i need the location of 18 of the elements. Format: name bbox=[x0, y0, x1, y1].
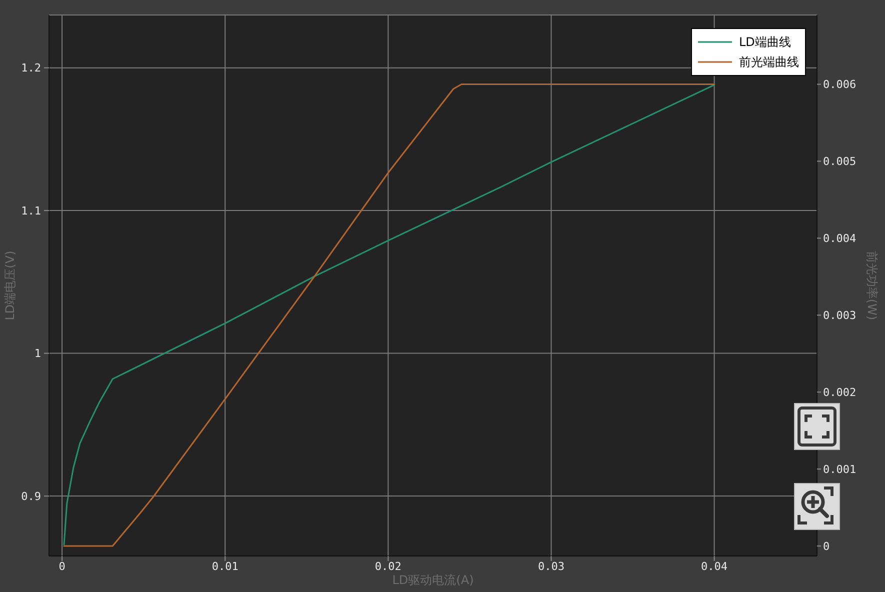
x-tick-label: 0.04 bbox=[701, 560, 728, 573]
y2-tick-label: 0 bbox=[823, 540, 830, 553]
legend-label: LD端曲线 bbox=[739, 34, 791, 50]
y2-tick-label: 0.006 bbox=[823, 78, 856, 92]
legend-label: 前光端曲线 bbox=[739, 54, 799, 70]
y2-tick-label: 0.004 bbox=[823, 232, 856, 246]
y-tick-label: 1.2 bbox=[21, 62, 41, 75]
y2-tick-label: 0.002 bbox=[823, 386, 856, 399]
y2-tick-label: 0.005 bbox=[823, 155, 856, 168]
y-tick-label: 1.1 bbox=[21, 204, 41, 218]
y-tick-label: 1 bbox=[34, 347, 41, 360]
x-tick-label: 0.03 bbox=[538, 560, 564, 573]
x-tick-label: 0 bbox=[58, 560, 66, 573]
y2-tick-label: 0.003 bbox=[823, 309, 856, 322]
y2-tick-label: 0.001 bbox=[823, 462, 856, 476]
x-tick-label: 0.01 bbox=[212, 560, 238, 573]
x-tick-label: 0.02 bbox=[374, 560, 402, 573]
y-tick-label: 0.9 bbox=[21, 490, 41, 503]
